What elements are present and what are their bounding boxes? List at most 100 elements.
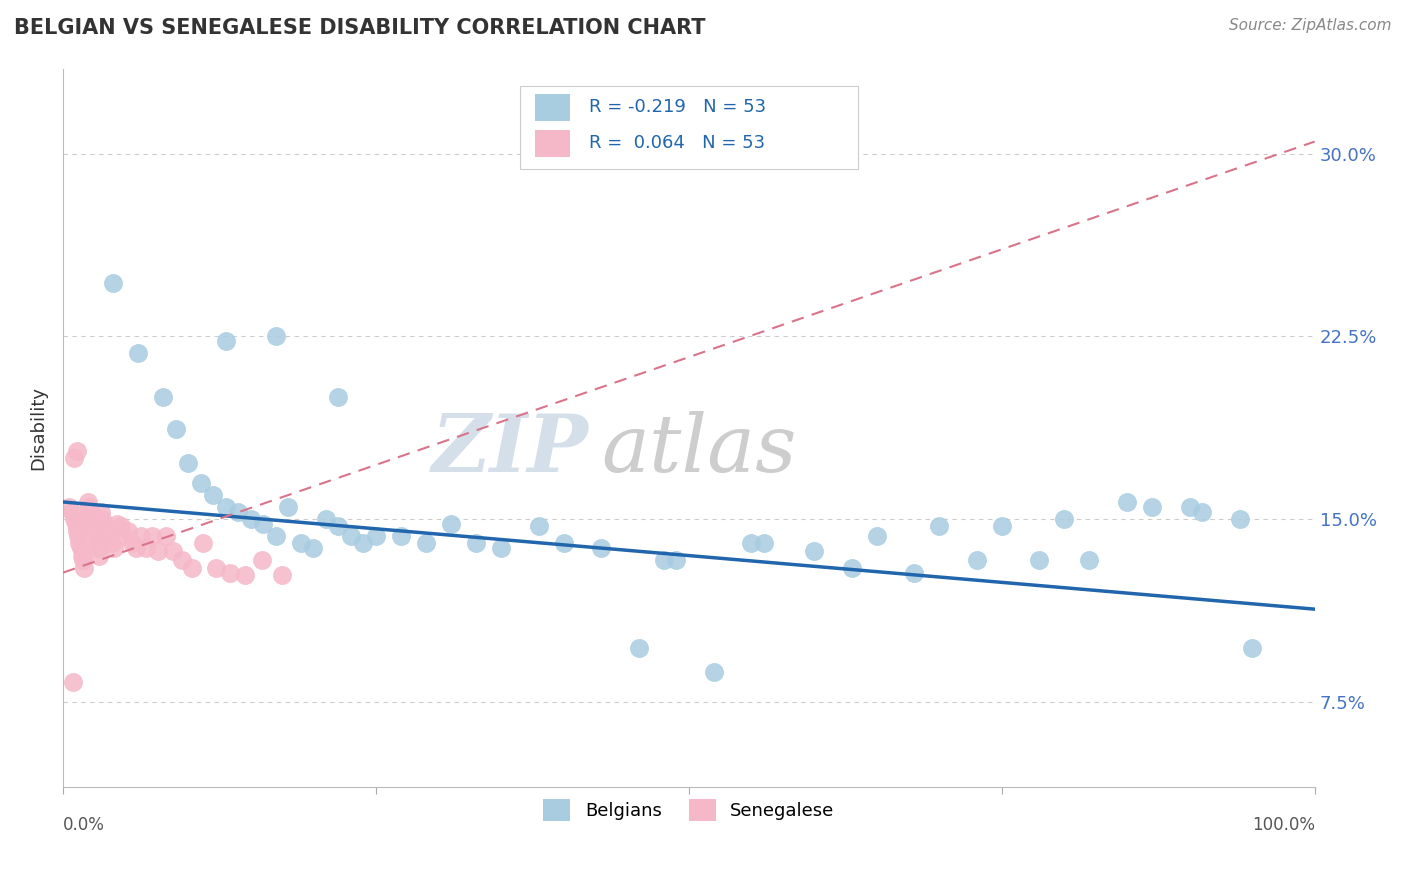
Point	[665, 553, 688, 567]
Text: 0.0%: 0.0%	[63, 815, 105, 834]
Point	[841, 560, 863, 574]
Point	[67, 529, 90, 543]
Point	[740, 536, 762, 550]
Point	[70, 549, 93, 563]
Point	[155, 529, 177, 543]
Point	[1078, 553, 1101, 567]
Point	[93, 516, 115, 531]
Point	[302, 541, 325, 556]
Point	[193, 536, 215, 550]
Point	[903, 566, 925, 580]
Point	[76, 505, 98, 519]
Point	[489, 541, 512, 556]
Point	[215, 500, 238, 514]
Point	[966, 553, 988, 567]
Point	[90, 505, 112, 519]
Point	[62, 675, 84, 690]
Point	[87, 541, 110, 556]
Bar	[534, 94, 569, 121]
Text: R = -0.219   N = 53: R = -0.219 N = 53	[589, 97, 766, 116]
Point	[96, 524, 118, 539]
Point	[79, 500, 101, 514]
Point	[60, 505, 83, 519]
Point	[1241, 641, 1264, 656]
Point	[110, 519, 132, 533]
Point	[752, 536, 775, 550]
Point	[105, 516, 128, 531]
Point	[352, 536, 374, 550]
Point	[328, 519, 350, 533]
Point	[66, 443, 89, 458]
Point	[127, 346, 149, 360]
Point	[865, 529, 887, 543]
Point	[277, 500, 299, 514]
Point	[440, 516, 463, 531]
Point	[90, 512, 112, 526]
Point	[112, 529, 135, 543]
Point	[233, 568, 256, 582]
Point	[1229, 512, 1251, 526]
Point	[1028, 553, 1050, 567]
Point	[162, 543, 184, 558]
FancyBboxPatch shape	[520, 87, 858, 169]
Point	[80, 512, 103, 526]
Point	[84, 529, 107, 543]
Point	[117, 524, 139, 539]
Legend: Belgians, Senegalese: Belgians, Senegalese	[536, 792, 842, 828]
Point	[226, 505, 249, 519]
Point	[181, 560, 204, 574]
Point	[146, 543, 169, 558]
Point	[264, 529, 287, 543]
Point	[190, 475, 212, 490]
Point	[264, 329, 287, 343]
Point	[63, 451, 86, 466]
Text: 100.0%: 100.0%	[1251, 815, 1315, 834]
Point	[152, 390, 174, 404]
Point	[315, 512, 337, 526]
Point	[218, 566, 240, 580]
Text: Source: ZipAtlas.com: Source: ZipAtlas.com	[1229, 18, 1392, 33]
Point	[1140, 500, 1163, 514]
Point	[703, 665, 725, 680]
Point	[79, 505, 101, 519]
Point	[1053, 512, 1076, 526]
Point	[389, 529, 412, 543]
Point	[591, 541, 613, 556]
Point	[202, 488, 225, 502]
Point	[204, 560, 226, 574]
Text: atlas: atlas	[602, 410, 797, 488]
Text: BELGIAN VS SENEGALESE DISABILITY CORRELATION CHART: BELGIAN VS SENEGALESE DISABILITY CORRELA…	[14, 18, 706, 37]
Point	[1191, 505, 1213, 519]
Point	[63, 512, 86, 526]
Point	[141, 529, 163, 543]
Point	[86, 536, 108, 550]
Point	[103, 541, 125, 556]
Point	[928, 519, 950, 533]
Point	[177, 456, 200, 470]
Point	[165, 422, 187, 436]
Point	[89, 549, 111, 563]
Point	[121, 536, 143, 550]
Point	[58, 500, 80, 514]
Point	[328, 390, 350, 404]
Point	[101, 536, 124, 550]
Point	[72, 553, 94, 567]
Point	[803, 543, 825, 558]
Point	[67, 536, 90, 550]
Text: ZIP: ZIP	[432, 410, 589, 488]
Point	[239, 512, 262, 526]
Point	[627, 641, 650, 656]
Point	[1178, 500, 1201, 514]
Y-axis label: Disability: Disability	[30, 385, 46, 470]
Point	[553, 536, 575, 550]
Point	[101, 276, 124, 290]
Point	[340, 529, 363, 543]
Point	[1116, 495, 1139, 509]
Point	[652, 553, 675, 567]
Point	[65, 516, 87, 531]
Point	[82, 516, 104, 531]
Point	[271, 568, 294, 582]
Point	[250, 553, 273, 567]
Point	[129, 529, 152, 543]
Point	[527, 519, 550, 533]
